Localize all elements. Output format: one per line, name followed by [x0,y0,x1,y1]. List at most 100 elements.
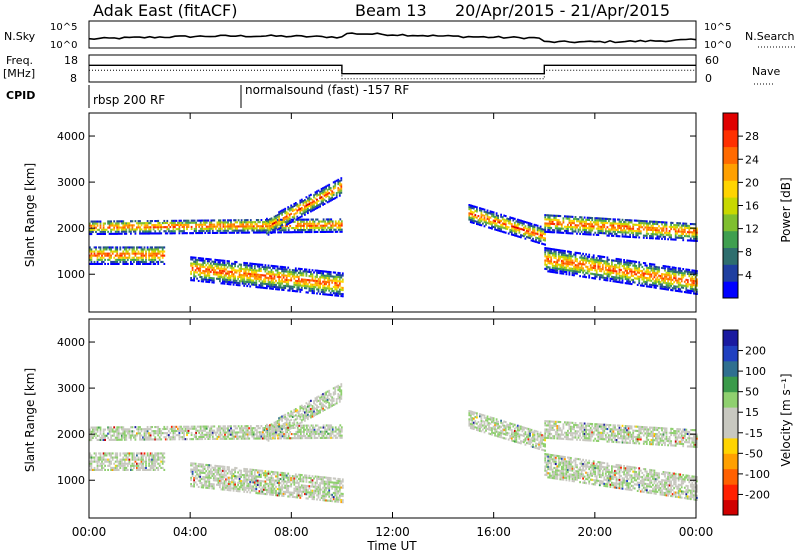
power-cell [258,265,261,268]
power-cell [101,230,103,233]
power-cell [278,282,280,285]
power-cell [264,264,267,267]
power-cell [299,280,302,283]
velocity-cell [122,434,125,437]
power-cell [655,227,657,230]
velocity-cell [139,436,141,439]
power-cell [309,228,311,231]
power-cell [166,221,169,224]
power-cell [105,254,108,257]
velocity-cell [230,431,232,434]
power-cell [535,238,537,241]
velocity-cell [120,434,123,437]
power-cell [639,222,642,225]
power-cell [335,192,338,195]
power-cell [337,274,340,277]
power-cell [591,223,594,226]
velocity-cell [192,438,194,441]
power-cell [324,230,326,233]
power-cell [649,265,651,268]
power-cell [604,221,607,224]
power-cell [203,261,206,264]
velocity-cell [222,431,225,434]
power-cell [582,220,584,223]
power-cell [562,268,565,271]
velocity-cell [145,436,147,439]
power-cell [612,228,615,231]
power-cell [671,268,674,271]
velocity-cell [170,427,173,430]
power-cell [652,220,654,223]
power-cell [99,252,102,255]
velocity-cell [243,435,246,438]
power-cell [314,197,317,200]
power-cell [544,226,547,229]
power-cell [603,278,606,281]
power-cell [604,217,607,220]
power-cell [98,232,100,235]
velocity-cell [125,436,128,439]
power-cell [300,288,303,291]
power-cell [618,266,621,269]
power-cell [588,227,591,230]
power-cell [99,224,102,227]
power-cell [629,280,631,283]
power-cell [338,282,341,285]
velocity-cell [167,430,170,433]
power-cell [580,256,583,259]
power-cell [305,202,308,205]
power-cell [114,262,117,265]
velocity-cell [154,438,157,441]
power-cell [255,275,258,278]
power-cell [694,288,697,291]
power-cell [328,277,331,280]
power-cell [146,248,149,251]
power-cell [476,206,478,209]
power-cell [656,268,659,271]
power-cell [99,220,102,223]
power-cell [516,229,519,232]
power-cell [551,218,554,221]
power-cell [612,265,615,268]
power-cell [214,271,217,274]
velocity-cell [339,430,342,433]
power-cell [152,248,155,251]
power-cell [608,267,610,270]
power-cell [145,256,147,259]
power-cell [655,272,657,275]
power-cell [562,227,565,230]
power-cell [278,229,281,232]
power-cell [547,270,550,273]
power-cell [231,223,234,226]
power-cell [589,233,592,236]
power-cell [636,277,639,280]
power-cell [250,268,253,271]
power-cell [497,221,499,224]
power-cell [606,262,609,265]
power-cell [335,290,338,293]
power-cell [486,209,489,212]
power-cell [337,286,340,289]
velocity-cell [130,426,132,429]
power-cell [212,260,215,263]
power-cell [136,258,138,261]
power-cell [570,226,572,229]
power-cell [96,250,99,253]
power-cell [603,221,606,224]
velocity-cell [174,425,176,428]
power-cell [633,264,636,267]
velocity-cell [199,429,202,432]
power-cell [636,267,639,270]
power-cell [664,225,666,228]
velocity-cell [119,426,122,429]
power-cell [560,251,563,254]
velocity-cell [207,435,210,438]
power-cell [600,274,603,277]
power-cell [288,213,291,216]
power-cell [295,227,298,230]
power-cell [658,270,660,273]
power-cell [638,228,641,231]
power-cell [155,248,158,251]
power-cell [489,210,492,213]
velocity-cell [266,433,269,436]
